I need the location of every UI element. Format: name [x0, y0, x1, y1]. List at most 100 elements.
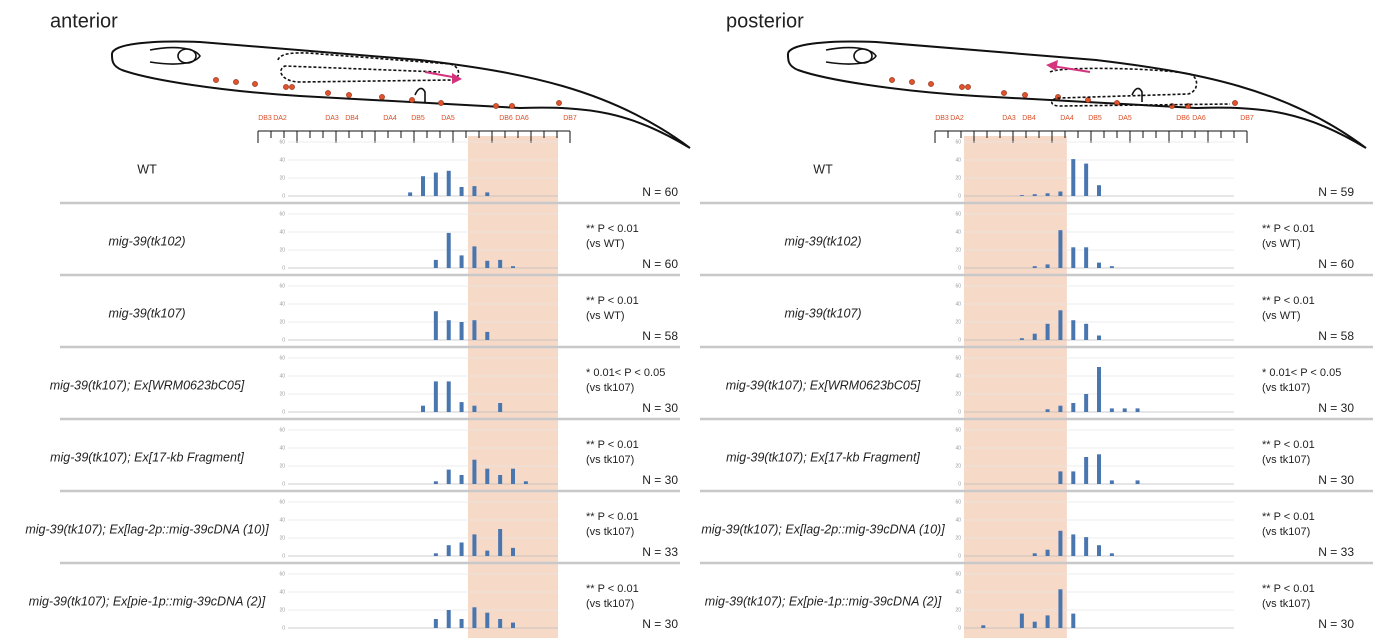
y-tick-label: 0	[282, 409, 285, 415]
bar	[434, 311, 438, 340]
stat-label: * 0.01< P < 0.05	[586, 367, 665, 379]
n-label: N = 30	[1318, 401, 1354, 415]
neuron-label: DB7	[1240, 115, 1254, 122]
bar	[460, 187, 464, 196]
neuron-label: DA2	[273, 115, 287, 122]
n-label: N = 30	[642, 401, 678, 415]
y-tick-label: 0	[958, 481, 961, 487]
bar	[485, 551, 489, 556]
y-tick-label: 20	[279, 391, 285, 397]
genotype-label: mig-39(tk107)	[108, 306, 185, 320]
bar	[1046, 550, 1050, 556]
bar	[1033, 334, 1037, 340]
bar	[498, 529, 502, 556]
stat-label: (vs WT)	[586, 238, 624, 250]
y-tick-label: 60	[279, 283, 285, 289]
bar	[460, 619, 464, 628]
y-tick-label: 20	[279, 607, 285, 613]
y-tick-label: 40	[955, 445, 961, 451]
bar	[434, 260, 438, 268]
bar	[1071, 534, 1075, 556]
panel-title: posterior	[726, 10, 804, 32]
bar	[1071, 403, 1075, 412]
bar	[434, 619, 438, 628]
bar	[472, 246, 476, 268]
bar	[1058, 406, 1062, 412]
y-tick-label: 0	[958, 625, 961, 631]
stat-label: (vs tk107)	[586, 454, 634, 466]
neuron-label: DB7	[563, 115, 577, 122]
bar	[1020, 614, 1024, 628]
stat-label: (vs tk107)	[586, 598, 634, 610]
bar	[1020, 338, 1024, 340]
bar	[1071, 614, 1075, 628]
y-tick-label: 20	[955, 463, 961, 469]
y-tick-label: 40	[279, 589, 285, 595]
n-label: N = 30	[1318, 617, 1354, 631]
bar	[1071, 471, 1075, 484]
genotype-label: mig-39(tk107); Ex[17-kb Fragment]	[726, 450, 920, 464]
bar	[434, 381, 438, 412]
bar	[1110, 480, 1114, 484]
n-label: N = 60	[642, 257, 678, 271]
y-tick-label: 40	[279, 517, 285, 523]
y-tick-label: 40	[279, 373, 285, 379]
bar	[434, 553, 438, 556]
neuron-label: DA4	[1060, 115, 1074, 122]
bar	[460, 475, 464, 484]
genotype-label: mig-39(tk107); Ex[17-kb Fragment]	[50, 450, 244, 464]
y-tick-label: 60	[955, 211, 961, 217]
bar	[1046, 264, 1050, 268]
genotype-label: mig-39(tk102)	[784, 234, 861, 248]
neuron-label: DB3	[258, 115, 272, 122]
stat-label: ** P < 0.01	[586, 223, 639, 235]
bar	[447, 320, 451, 340]
bar	[1136, 480, 1140, 484]
bar	[1046, 409, 1050, 412]
y-tick-label: 0	[282, 337, 285, 343]
y-tick-label: 40	[955, 589, 961, 595]
bar	[1097, 545, 1101, 556]
y-tick-label: 40	[955, 373, 961, 379]
n-label: N = 58	[1318, 329, 1354, 343]
bar	[1046, 193, 1050, 196]
y-tick-label: 40	[955, 229, 961, 235]
neuron-label: DB5	[411, 115, 425, 122]
y-tick-label: 0	[282, 481, 285, 487]
y-tick-label: 20	[279, 175, 285, 181]
bar	[511, 623, 515, 628]
bar	[1058, 310, 1062, 340]
stat-label: ** P < 0.01	[586, 583, 639, 595]
y-tick-label: 40	[279, 301, 285, 307]
bar	[498, 475, 502, 484]
stat-label: (vs tk107)	[1262, 382, 1310, 394]
stat-label: ** P < 0.01	[1262, 295, 1315, 307]
genotype-label: mig-39(tk107); Ex[WRM0623bC05]	[50, 378, 245, 392]
bar	[1097, 263, 1101, 268]
y-tick-label: 60	[279, 571, 285, 577]
bar	[524, 481, 528, 484]
n-label: N = 33	[642, 545, 678, 559]
neuron-label: DA6	[1192, 115, 1206, 122]
genotype-label: mig-39(tk107)	[784, 306, 861, 320]
stat-label: (vs WT)	[586, 310, 624, 322]
figure: anteriorDB3DA2DA3DB4DA4DB5DA5DB6DA6DB7po…	[0, 0, 1373, 638]
y-tick-label: 20	[955, 247, 961, 253]
stat-label: (vs WT)	[1262, 310, 1300, 322]
worm-diagram	[788, 42, 1366, 148]
bar	[1071, 159, 1075, 196]
y-tick-label: 0	[282, 265, 285, 271]
n-label: N = 30	[642, 473, 678, 487]
y-tick-label: 20	[279, 247, 285, 253]
bar	[1058, 230, 1062, 268]
bar	[421, 406, 425, 412]
stat-label: (vs WT)	[1262, 238, 1300, 250]
y-tick-label: 40	[279, 229, 285, 235]
neuron-label: DA5	[1118, 115, 1132, 122]
y-tick-label: 20	[279, 463, 285, 469]
bar	[981, 625, 985, 628]
n-label: N = 58	[642, 329, 678, 343]
genotype-label: mig-39(tk107); Ex[lag-2p::mig-39cDNA (10…	[701, 522, 945, 536]
bar	[1033, 553, 1037, 556]
bar	[1046, 324, 1050, 340]
